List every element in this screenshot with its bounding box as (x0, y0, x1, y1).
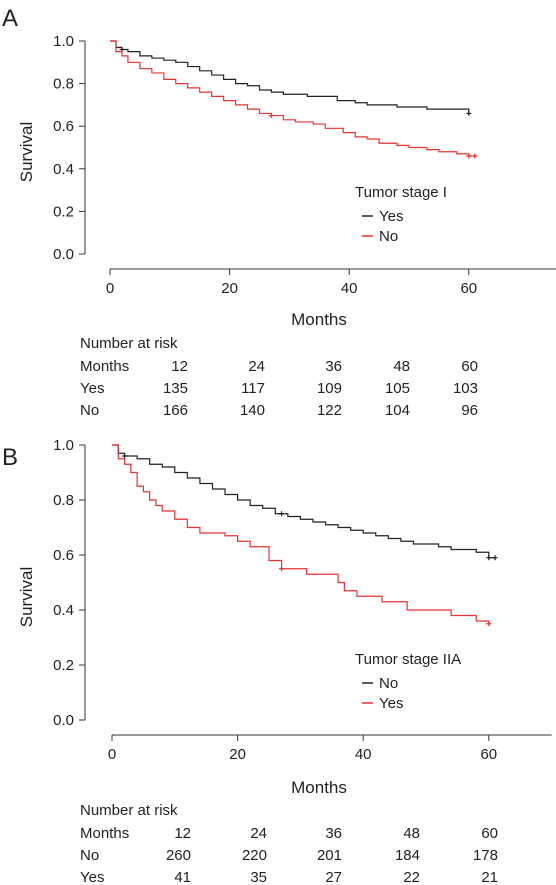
risk-value: 22 (403, 869, 420, 885)
plot-b: 0.0 0.2 0.4 0.6 0.8 1.0 0 20 40 60 (53, 437, 552, 763)
risk-value: 184 (395, 847, 420, 864)
censor-mark (486, 621, 492, 627)
risk-value: 122 (317, 402, 342, 419)
censor-mark (466, 110, 472, 116)
x-tick-label: 40 (341, 280, 358, 297)
risk-month: 60 (481, 825, 498, 842)
y-tick-label: 0.0 (53, 712, 74, 729)
risk-row-label-a-no: No (80, 402, 99, 419)
panel-a: A 0.0 0.2 0.4 0.6 0.8 1.0 0 20 40 60 Survival Mon… (2, 5, 556, 419)
y-tick-label: 0.4 (53, 161, 74, 178)
plot-a: 0.0 0.2 0.4 0.6 0.8 1.0 0 20 40 60 (53, 33, 556, 297)
risk-month: 36 (325, 358, 342, 375)
km-curve-yes (110, 40, 470, 114)
panel-letter-a: A (2, 5, 18, 32)
y-tick-label: 0.4 (53, 602, 74, 619)
risk-month: 12 (171, 358, 188, 375)
legend-label-a-yes: Yes (379, 208, 403, 225)
x-tick-label: 20 (221, 280, 238, 297)
x-tick-label: 20 (229, 746, 246, 763)
km-curve-no (112, 444, 496, 559)
y-tick-label: 0.2 (53, 203, 74, 220)
censor-mark (279, 511, 285, 517)
risk-value: 41 (174, 869, 191, 885)
x-tick-label: 0 (108, 746, 116, 763)
risk-value: 109 (317, 380, 342, 397)
risk-value: 117 (241, 380, 265, 397)
y-tick-label: 0.6 (53, 118, 74, 135)
censor-mark (486, 555, 492, 561)
risk-value: 260 (166, 847, 191, 864)
x-tick-label: 0 (106, 280, 114, 297)
risk-value: 178 (473, 847, 498, 864)
risk-table-a: Number at risk Months 12 24 36 48 60 Yes… (80, 335, 478, 419)
legend-b: Tumor stage IIA No Yes (355, 651, 461, 712)
km-curve-yes (112, 444, 490, 624)
censor-mark (466, 153, 472, 159)
x-axis-title-a: Months (291, 310, 347, 329)
risk-row-label-a-yes: Yes (80, 380, 104, 397)
risk-table-title-a: Number at risk (80, 335, 178, 352)
legend-label-b-no: No (379, 675, 398, 692)
risk-value: 140 (240, 402, 265, 419)
risk-header-label-a: Months (80, 358, 129, 375)
y-tick-label: 0.8 (53, 76, 74, 93)
y-axis-title-b: Survival (17, 567, 36, 627)
x-tick-label: 60 (480, 746, 497, 763)
risk-value: 103 (453, 380, 478, 397)
legend-label-b-yes: Yes (379, 695, 403, 712)
risk-month: 36 (325, 825, 342, 842)
y-axis-title-a: Survival (17, 122, 36, 182)
censor-mark (492, 555, 498, 561)
risk-value: 220 (242, 847, 267, 864)
x-axis-title-b: Months (291, 778, 347, 797)
panel-letter-b: B (2, 444, 18, 471)
risk-value: 166 (163, 402, 188, 419)
risk-month: 48 (393, 358, 410, 375)
x-tick-label: 40 (355, 746, 372, 763)
y-tick-label: 0.2 (53, 657, 74, 674)
risk-month: 48 (403, 825, 420, 842)
legend-title-b: Tumor stage IIA (355, 651, 461, 668)
risk-month: 24 (248, 358, 265, 375)
x-tick-label: 60 (460, 280, 477, 297)
censor-mark (472, 153, 478, 159)
risk-value: 105 (385, 380, 410, 397)
legend-title-a: Tumor stage I (355, 184, 447, 201)
risk-month: 24 (250, 825, 267, 842)
risk-value: 201 (317, 847, 342, 864)
risk-month: 12 (174, 825, 191, 842)
legend-a: Tumor stage I Yes No (355, 184, 447, 245)
censor-mark (268, 113, 274, 119)
km-curve-no (110, 40, 475, 157)
legend-label-a-no: No (379, 228, 398, 245)
risk-table-title-b: Number at risk (80, 802, 178, 819)
risk-value: 104 (385, 402, 410, 419)
censor-mark (279, 566, 285, 572)
risk-header-label-b: Months (80, 825, 129, 842)
panel-b: B 0.0 0.2 0.4 0.6 0.8 1.0 0 20 40 60 Survival Mon… (2, 437, 552, 885)
risk-value: 35 (250, 869, 267, 885)
risk-row-label-b-yes: Yes (80, 869, 104, 885)
y-tick-label: 1.0 (53, 437, 74, 454)
y-tick-label: 0.6 (53, 547, 74, 564)
risk-value: 96 (461, 402, 478, 419)
risk-value: 21 (481, 869, 498, 885)
risk-row-label-b-no: No (80, 847, 99, 864)
risk-month: 60 (461, 358, 478, 375)
risk-table-b: Number at risk Months 12 24 36 48 60 No … (80, 802, 498, 885)
risk-value: 27 (325, 869, 342, 885)
y-tick-label: 1.0 (53, 33, 74, 50)
y-tick-label: 0.8 (53, 492, 74, 509)
censor-mark (122, 453, 128, 459)
risk-value: 135 (163, 380, 188, 397)
y-tick-label: 0.0 (53, 246, 74, 263)
